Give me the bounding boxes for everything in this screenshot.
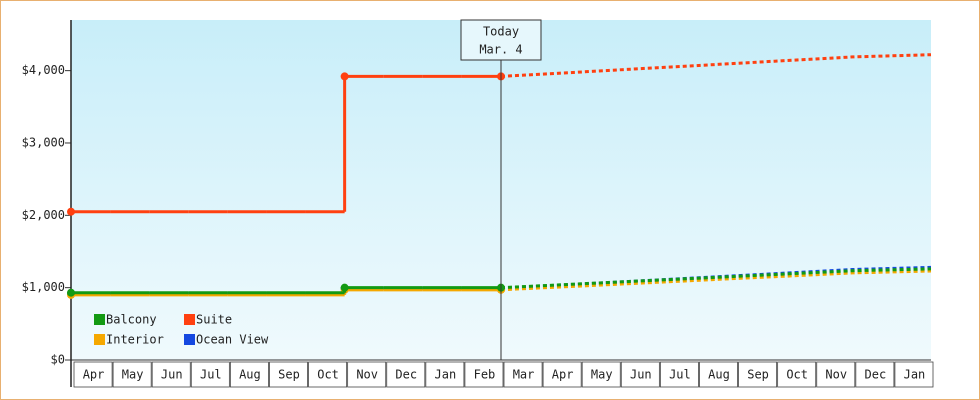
x-tick-label: Apr bbox=[83, 368, 105, 382]
x-tick-label: Dec bbox=[395, 368, 417, 382]
projection-line bbox=[500, 267, 932, 290]
x-cell bbox=[190, 361, 230, 388]
legend-swatch bbox=[184, 314, 195, 325]
y-tick-label: $3,000 bbox=[22, 135, 65, 149]
x-tick-label: Jul bbox=[669, 368, 691, 382]
x-tick-label: Oct bbox=[786, 368, 808, 382]
today-title: Today bbox=[483, 25, 519, 39]
x-cell bbox=[229, 361, 269, 388]
price-marker bbox=[340, 283, 349, 292]
x-cell bbox=[542, 361, 582, 388]
x-tick-label: May bbox=[591, 368, 613, 382]
x-cell bbox=[347, 361, 387, 388]
price-marker bbox=[340, 72, 349, 81]
x-tick-label: Aug bbox=[239, 368, 261, 382]
x-cell bbox=[151, 361, 191, 388]
x-tick-label: Dec bbox=[865, 368, 887, 382]
x-cell bbox=[699, 361, 738, 388]
x-cell bbox=[855, 361, 895, 388]
legend-swatch bbox=[94, 314, 105, 325]
x-tick-label: Jun bbox=[161, 368, 183, 382]
x-cell bbox=[386, 361, 426, 388]
x-cell bbox=[73, 361, 113, 388]
x-cell bbox=[620, 361, 660, 388]
x-tick-label: Feb bbox=[474, 368, 496, 382]
legend-label: Interior bbox=[106, 333, 164, 347]
x-cell bbox=[464, 361, 504, 388]
price-marker bbox=[67, 288, 75, 297]
x-tick-label: Jul bbox=[200, 368, 222, 382]
x-tick-label: Apr bbox=[552, 368, 574, 382]
x-tick-label: Sep bbox=[747, 368, 769, 382]
x-tick-label: Jan bbox=[435, 368, 457, 382]
x-cell bbox=[659, 361, 699, 388]
x-tick-label: Nov bbox=[356, 368, 378, 382]
x-tick-label: Oct bbox=[317, 368, 339, 382]
legend-label: Balcony bbox=[106, 313, 157, 327]
x-cell bbox=[738, 361, 778, 388]
x-cell bbox=[425, 361, 465, 388]
projection-line bbox=[500, 269, 932, 292]
x-cell bbox=[777, 361, 817, 388]
legend-label: Ocean View bbox=[196, 333, 269, 347]
y-tick-label: $4,000 bbox=[22, 63, 65, 77]
x-cell bbox=[269, 361, 308, 388]
x-tick-label: Mar bbox=[513, 368, 535, 382]
legend-label: Suite bbox=[196, 313, 232, 327]
x-cell bbox=[308, 361, 348, 388]
y-tick-label: $1,000 bbox=[22, 280, 65, 294]
x-tick-label: Aug bbox=[708, 368, 730, 382]
today-box bbox=[460, 19, 542, 61]
x-cell bbox=[581, 361, 621, 388]
x-tick-label: Nov bbox=[825, 368, 847, 382]
today-date: Mar. 4 bbox=[479, 43, 522, 57]
price-marker bbox=[67, 207, 75, 216]
y-tick-label: $0 bbox=[51, 353, 65, 367]
legend-swatch bbox=[184, 334, 195, 345]
x-tick-label: Jun bbox=[630, 368, 652, 382]
x-cell bbox=[112, 361, 152, 388]
projection-line bbox=[500, 53, 932, 78]
x-cell bbox=[816, 361, 856, 388]
legend-swatch bbox=[94, 334, 105, 345]
y-tick-label: $2,000 bbox=[22, 208, 65, 222]
x-cell bbox=[894, 361, 934, 388]
x-tick-label: Sep bbox=[278, 368, 300, 382]
x-cell bbox=[503, 361, 543, 388]
x-tick-label: May bbox=[122, 368, 144, 382]
x-tick-label: Jan bbox=[904, 368, 926, 382]
